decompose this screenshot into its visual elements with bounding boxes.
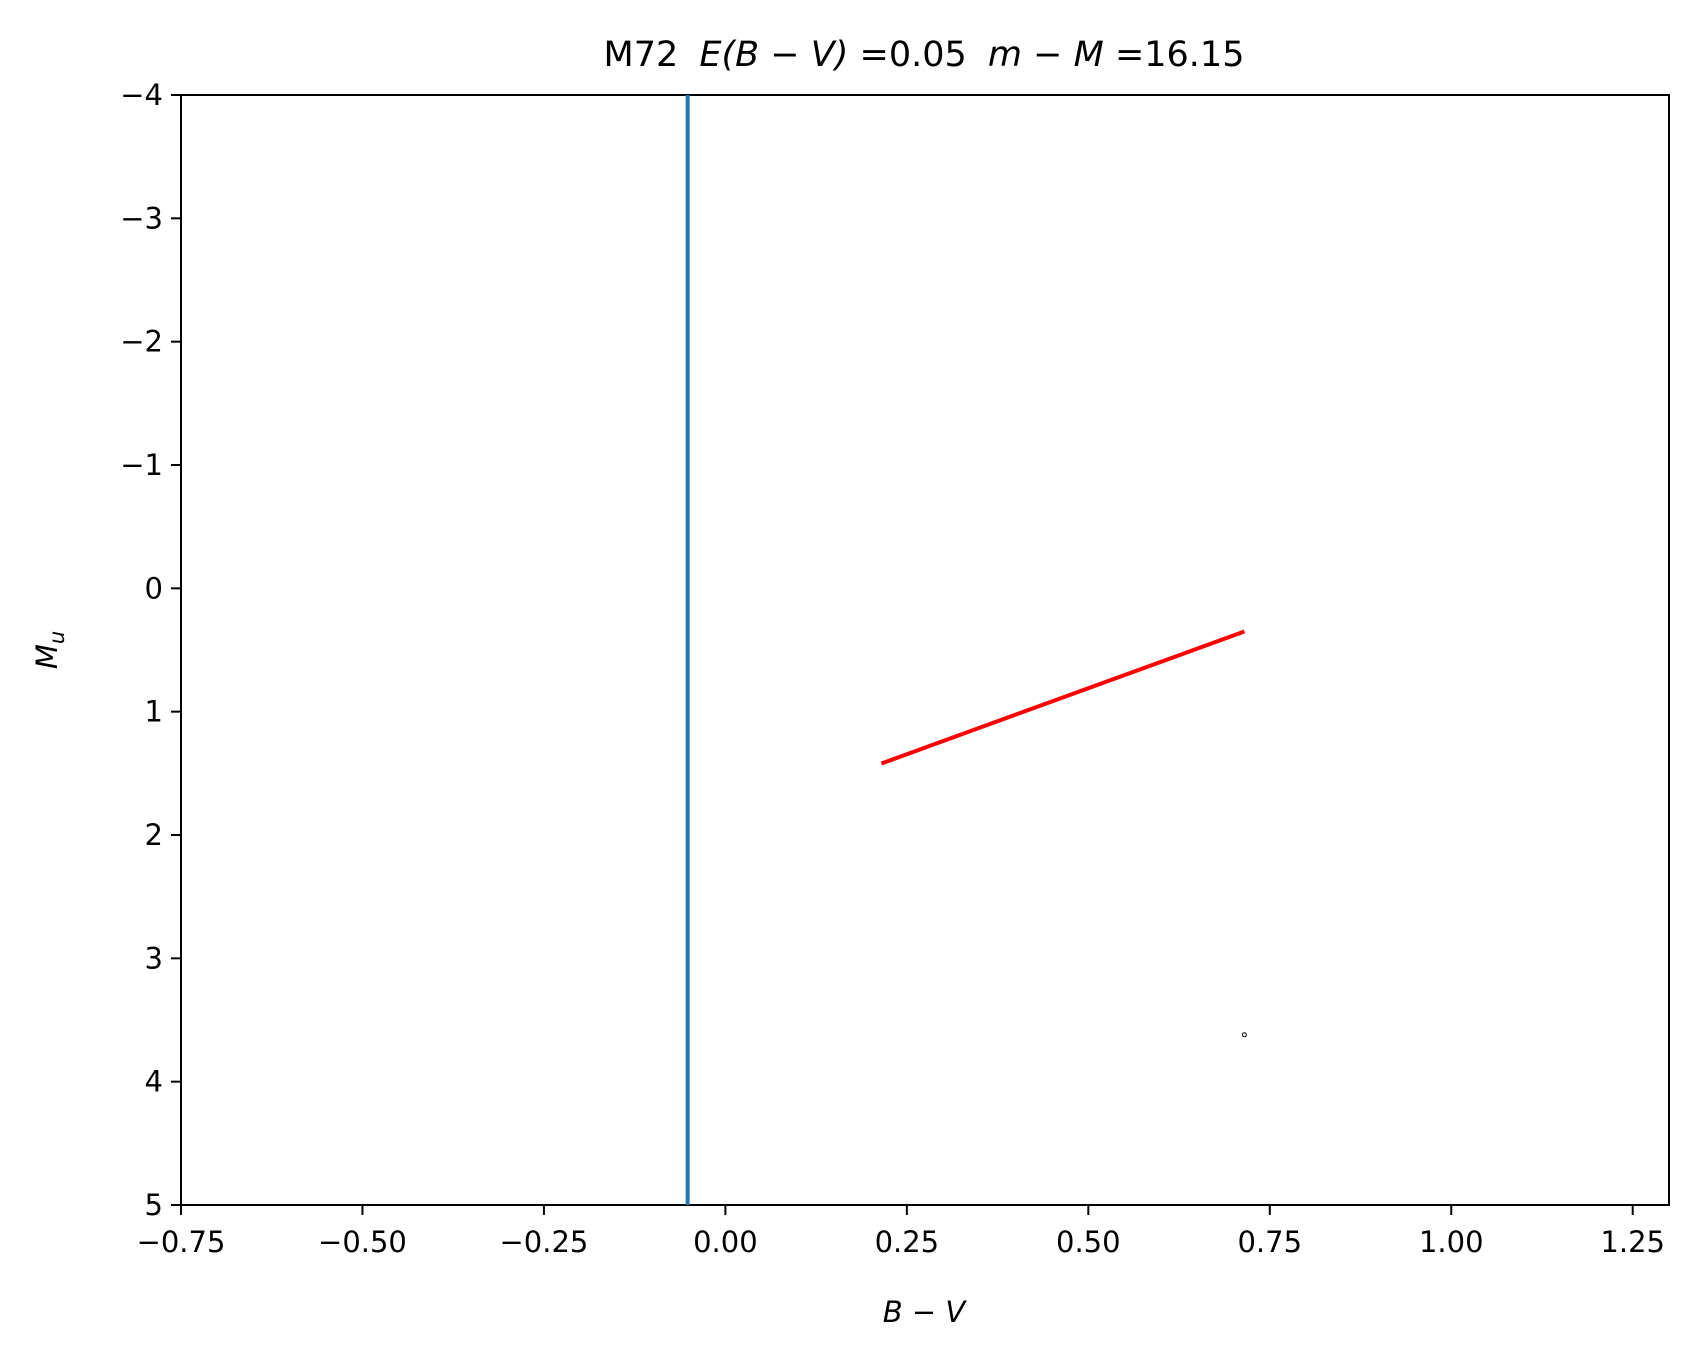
series-2-point-0 <box>1241 1032 1247 1038</box>
x-tick-label: −0.25 <box>499 1225 588 1259</box>
y-tick-label: −2 <box>120 325 163 359</box>
title-dm-value: =16.15 <box>1115 35 1245 75</box>
x-tick-label: −0.50 <box>318 1225 407 1259</box>
series-layer <box>685 95 1247 1205</box>
y-tick-label: 2 <box>145 818 163 852</box>
y-tick-label: −4 <box>120 78 163 112</box>
chart-title: M72 E(B − V) =0.05 m − M =16.15 <box>604 35 1245 75</box>
y-tick-label: 1 <box>145 695 163 729</box>
y-tick-label: −3 <box>120 201 163 235</box>
y-tick-label: 3 <box>145 941 163 975</box>
y-axis-label-main: M <box>30 644 64 669</box>
x-tick-label: 0.75 <box>1237 1225 1302 1259</box>
x-axis-ticks: −0.75 −0.50 −0.25 0.00 0.25 0.50 0.75 1.00 1.25 <box>137 1205 1665 1259</box>
series-1-line <box>880 629 1246 766</box>
y-tick-label: 0 <box>145 571 163 605</box>
x-tick-label: 1.25 <box>1600 1225 1665 1259</box>
x-tick-label: −0.75 <box>137 1225 226 1259</box>
plot-area <box>180 94 1670 1206</box>
title-name: M72 <box>604 35 679 75</box>
x-tick-label: 0.25 <box>875 1225 940 1259</box>
y-axis-label: Mu <box>30 631 69 669</box>
y-tick-label: 5 <box>145 1188 163 1222</box>
x-tick-label: 0.00 <box>693 1225 758 1259</box>
title-e-value: =0.05 <box>860 35 967 75</box>
y-tick-label: −1 <box>120 448 163 482</box>
title-dm-label: m − M <box>988 35 1104 75</box>
y-axis-label-sub: u <box>45 631 69 644</box>
y-axis-ticks: −4 −3 −2 −1 0 1 2 3 4 5 <box>120 78 181 1222</box>
x-axis-label: B − V <box>883 1295 968 1329</box>
title-e-label: E(B − V) <box>699 35 848 75</box>
x-tick-label: 1.00 <box>1419 1225 1484 1259</box>
x-tick-label: 0.50 <box>1056 1225 1121 1259</box>
y-tick-label: 4 <box>145 1065 163 1099</box>
